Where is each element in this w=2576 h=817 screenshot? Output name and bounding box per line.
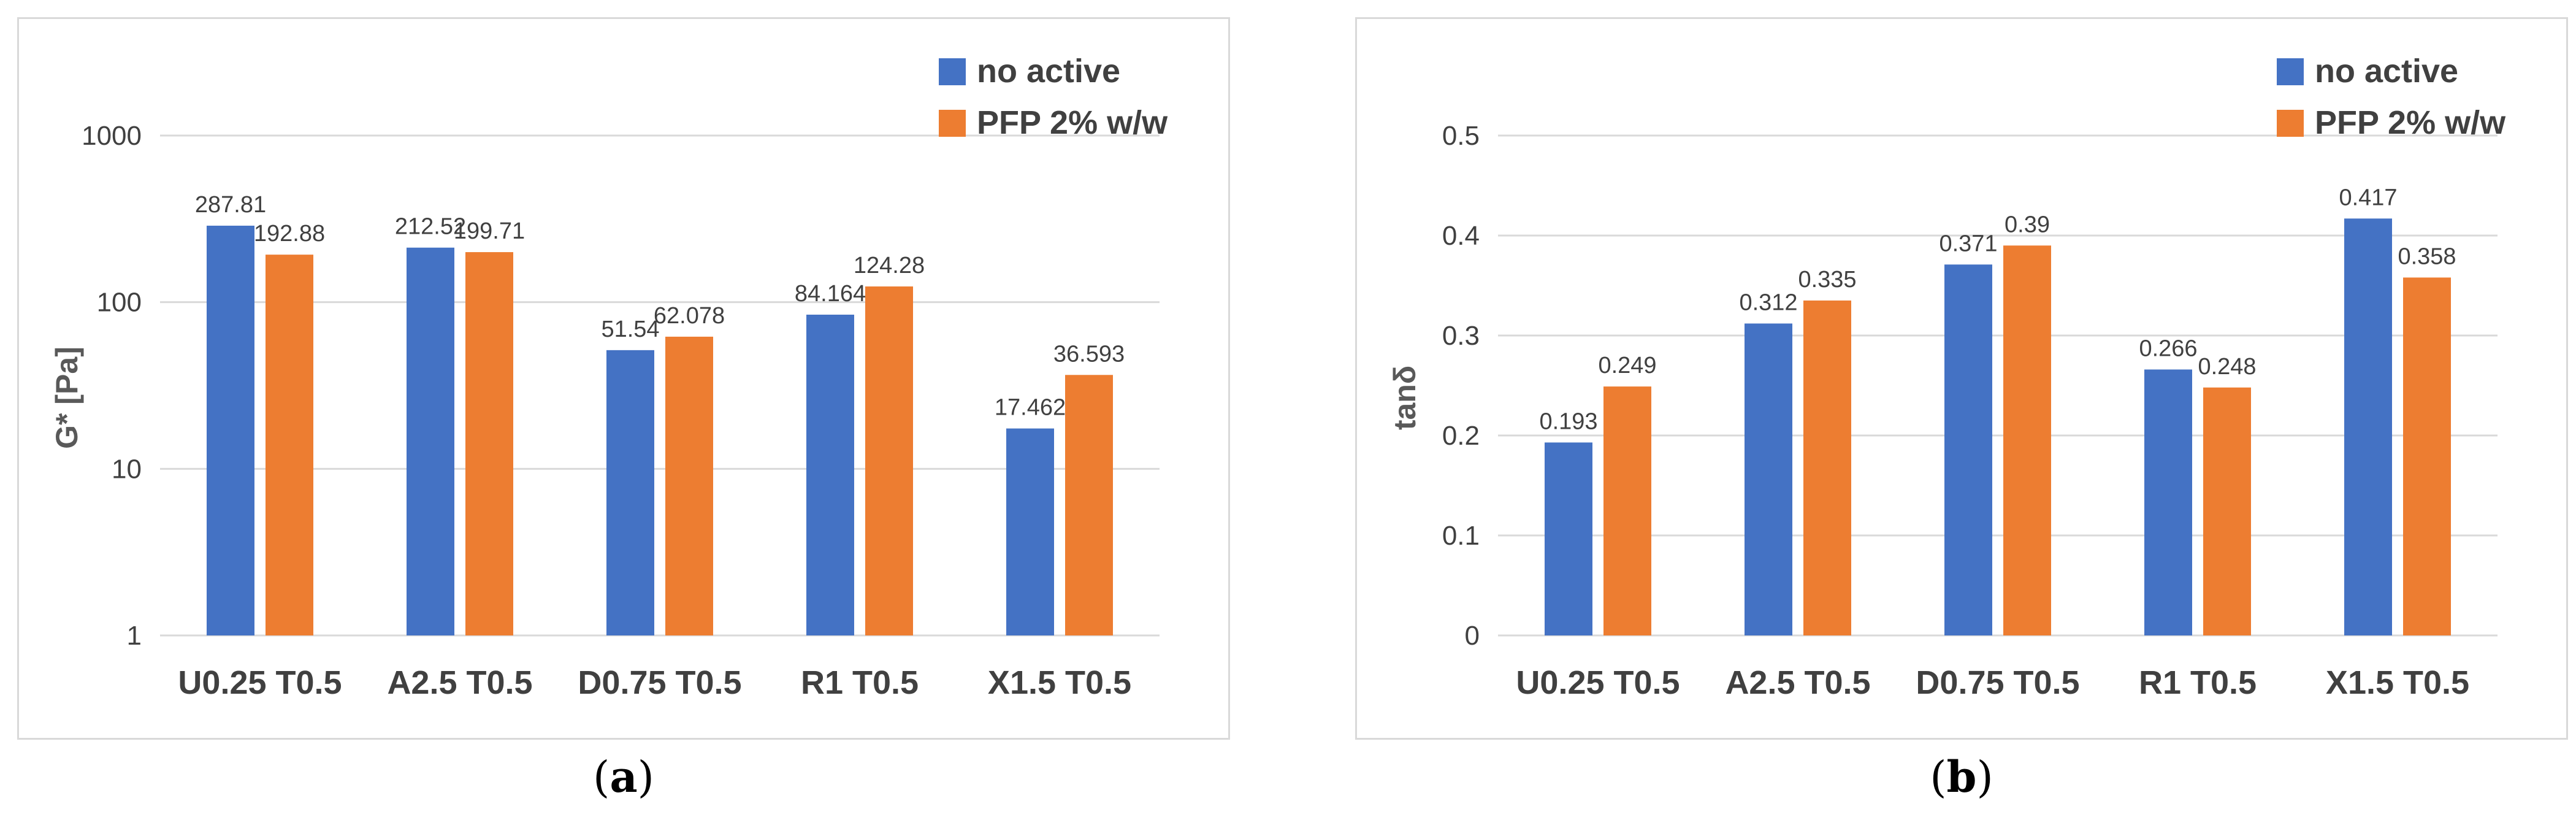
data-label: 212.52	[395, 214, 466, 240]
caption-a-close: )	[637, 752, 654, 802]
x-tick-label: A2.5 T0.5	[1725, 664, 1870, 701]
bar-no-active	[1006, 428, 1054, 635]
x-tick-label: U0.25 T0.5	[178, 664, 342, 701]
bar-no-active	[806, 315, 854, 635]
bar-pfp	[1065, 375, 1113, 635]
legend-label: no active	[977, 53, 1120, 90]
legend-label: PFP 2% w/w	[977, 104, 1168, 141]
data-label: 0.371	[1939, 231, 1997, 256]
data-label: 124.28	[854, 253, 925, 278]
x-tick-label: U0.25 T0.5	[1516, 664, 1680, 701]
caption-b-letter: b	[1946, 751, 1977, 802]
y-tick-label: 0.4	[1442, 221, 1480, 251]
y-tick-label: 0.3	[1442, 321, 1480, 351]
chart-panel-b: 0 0.1 0.2 0.3 0.4 0.5 tanδ 0.193 0.249 U0.25 T0.5…	[1355, 17, 2568, 740]
data-label: 287.81	[195, 192, 266, 218]
bar-no-active	[2144, 369, 2192, 635]
x-tick-label: R1 T0.5	[801, 664, 919, 701]
bar-no-active	[407, 247, 454, 636]
data-label: 84.164	[795, 281, 866, 307]
y-tick-label: 10	[112, 454, 142, 484]
data-label: 0.335	[1798, 267, 1856, 293]
data-label: 0.248	[2198, 354, 2256, 380]
bar-pfp	[2403, 277, 2451, 636]
legend-swatch-no-active	[939, 58, 966, 85]
bar-pfp	[865, 286, 913, 635]
legend-label: PFP 2% w/w	[2315, 104, 2506, 141]
bar-no-active	[207, 225, 254, 636]
caption-b-close: )	[1976, 752, 1993, 802]
data-label: 51.54	[601, 316, 659, 342]
x-tick-label: D0.75 T0.5	[1916, 664, 2079, 701]
data-label: 0.312	[1739, 290, 1797, 315]
data-label: 0.266	[2139, 336, 2197, 361]
caption-a-open: (	[593, 752, 610, 802]
bar-pfp	[465, 252, 513, 635]
data-label: 36.593	[1053, 341, 1125, 367]
y-axis-title: tanδ	[1388, 366, 1422, 430]
data-label: 17.462	[995, 395, 1066, 421]
chart-panel-a: 1 10 100 1000 G* [Pa] 287.81 192.88 U0.25 T0.5 2…	[17, 17, 1230, 740]
data-label: 0.358	[2398, 244, 2456, 269]
bar-no-active	[606, 350, 654, 635]
bar-pfp	[665, 336, 713, 635]
chart-a: 1 10 100 1000 G* [Pa] 287.81 192.88 U0.25 T0.5 2…	[50, 53, 1168, 701]
y-tick-label: 100	[97, 288, 142, 318]
caption-a: (a)	[532, 751, 716, 802]
bar-no-active	[1944, 264, 1992, 635]
bar-pfp	[1803, 300, 1851, 635]
legend-swatch-pfp	[2277, 110, 2304, 137]
bar-no-active	[1745, 323, 1792, 635]
data-label: 199.71	[454, 218, 525, 244]
chart-b: 0 0.1 0.2 0.3 0.4 0.5 tanδ 0.193 0.249 U0.25 T0.5…	[1388, 53, 2506, 701]
x-tick-label: X1.5 T0.5	[2326, 664, 2469, 701]
data-label: 0.417	[2339, 185, 2397, 210]
data-label: 0.249	[1598, 353, 1656, 378]
x-tick-label: X1.5 T0.5	[988, 664, 1131, 701]
data-label: 0.39	[2005, 212, 2050, 237]
x-tick-label: A2.5 T0.5	[387, 664, 532, 701]
legend-label: no active	[2315, 53, 2458, 90]
bar-no-active	[1545, 442, 1592, 635]
y-tick-label: 0.1	[1442, 521, 1480, 551]
x-tick-label: D0.75 T0.5	[578, 664, 741, 701]
legend-swatch-pfp	[939, 110, 966, 137]
data-label: 192.88	[254, 221, 325, 247]
data-label: 0.193	[1539, 408, 1597, 434]
y-tick-label: 0.5	[1442, 121, 1480, 151]
caption-a-letter: a	[610, 751, 638, 802]
caption-b-open: (	[1930, 752, 1947, 802]
bar-pfp	[1603, 386, 1651, 635]
bar-pfp	[2003, 245, 2051, 635]
bar-pfp	[2203, 387, 2251, 635]
data-label: 62.078	[654, 303, 725, 329]
y-tick-label: 1000	[82, 121, 142, 151]
caption-b: (b)	[1870, 751, 2054, 802]
y-axis-title: G* [Pa]	[50, 347, 84, 449]
bar-pfp	[266, 255, 313, 635]
y-tick-label: 1	[127, 621, 142, 651]
y-tick-label: 0	[1465, 621, 1480, 651]
x-tick-label: R1 T0.5	[2139, 664, 2257, 701]
legend-swatch-no-active	[2277, 58, 2304, 85]
y-tick-label: 0.2	[1442, 421, 1480, 451]
bar-no-active	[2344, 218, 2392, 635]
